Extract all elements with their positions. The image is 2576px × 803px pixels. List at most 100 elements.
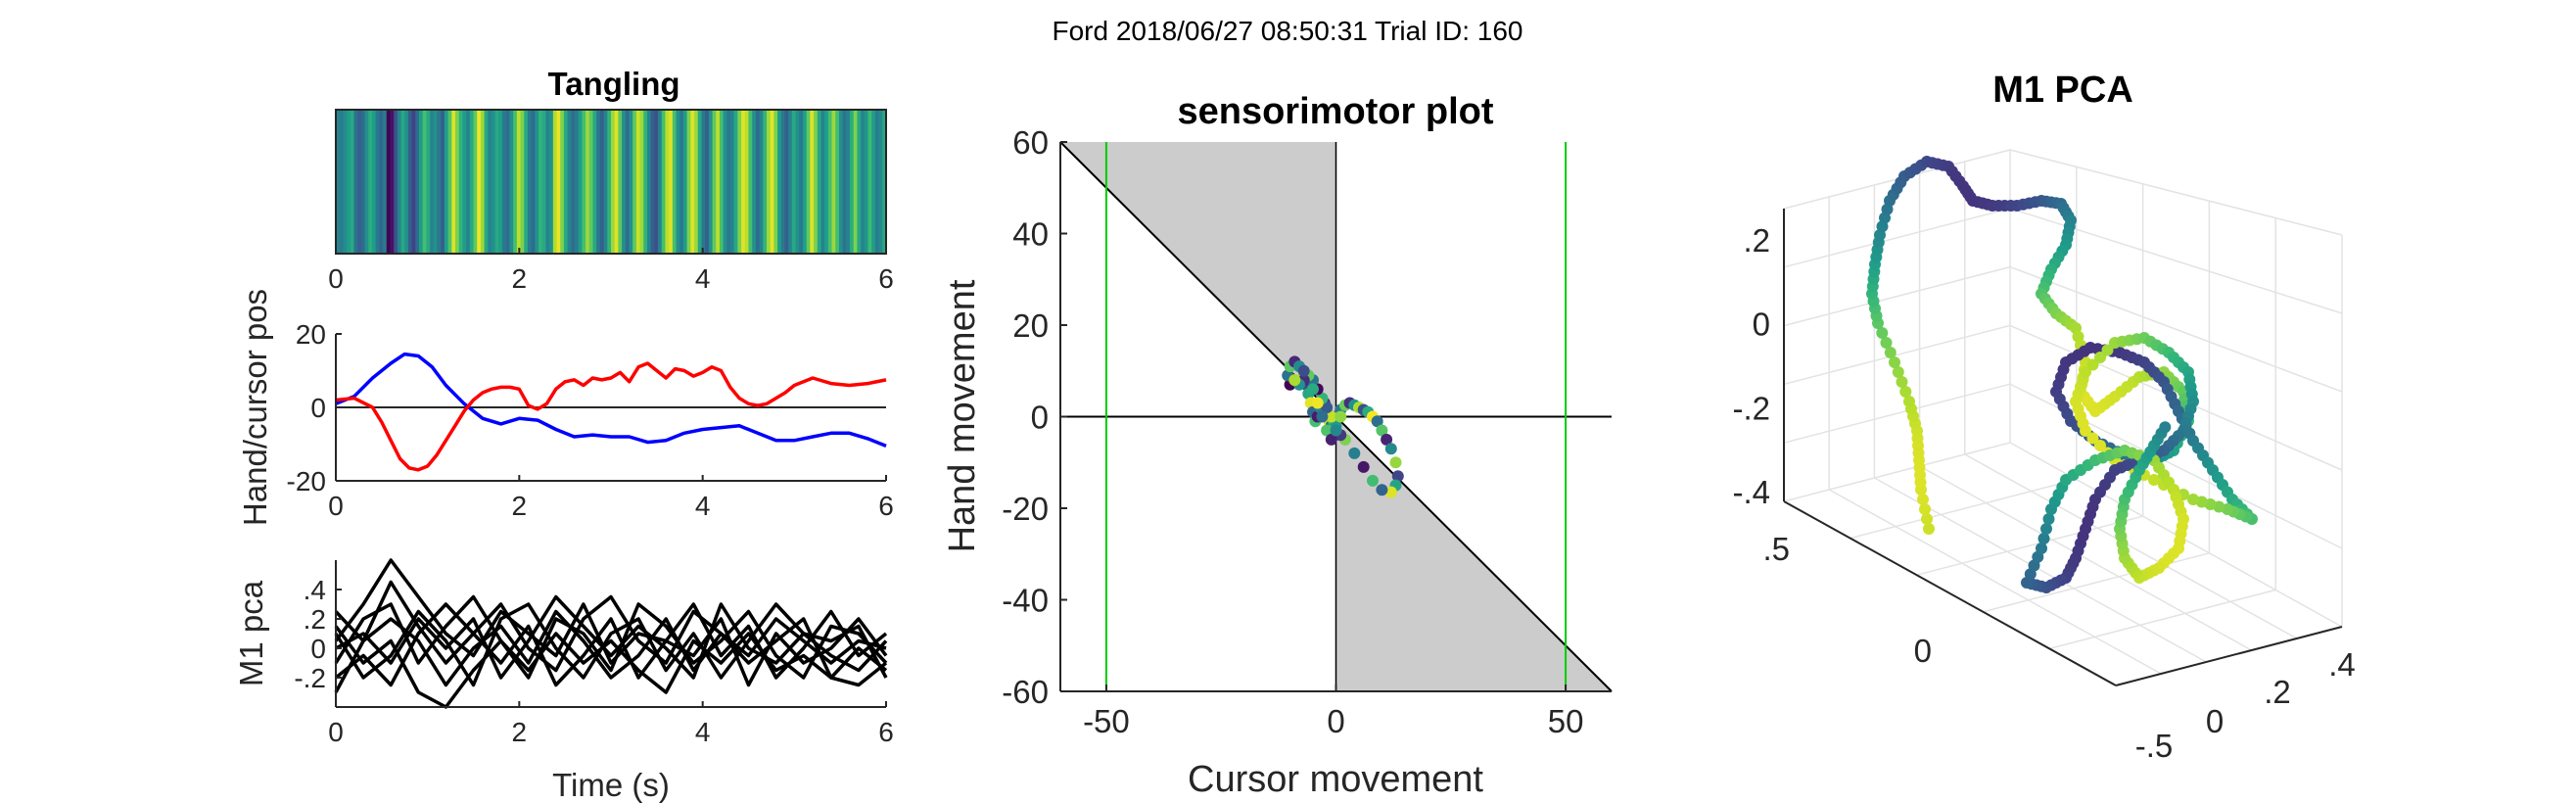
tangling-cell [701, 110, 706, 254]
tangling-cell [672, 110, 678, 254]
m1-pca-3d-gridline [1964, 453, 2298, 639]
tangling-cell [741, 110, 746, 254]
tangling-cell [719, 110, 725, 254]
sensorimotor-x-tick-label: -50 [1083, 703, 1130, 739]
m1-pca-time-x-tick-label: 0 [328, 717, 344, 747]
tangling-cell [415, 110, 420, 254]
tangling-cell [513, 110, 518, 254]
m1-pca-time-series-line [334, 580, 887, 673]
tangling-cell [846, 110, 851, 254]
sensorimotor-y-tick-label: -20 [1002, 491, 1049, 527]
m1-pca-time-panel: 0 2 4 6.4.20-.2 M1 pca Time (s) [233, 558, 894, 803]
tangling-cell [838, 110, 844, 254]
tangling-cell [694, 110, 699, 254]
sensorimotor-ylabel: Hand movement [942, 279, 983, 552]
tangling-cell [527, 110, 533, 254]
tangling-cell [824, 110, 829, 254]
m1-pca-time-xlabel: Time (s) [552, 767, 670, 803]
tangling-cell [697, 110, 703, 254]
tangling-cell [806, 110, 811, 254]
tangling-cell [618, 110, 623, 254]
tangling-cell [810, 110, 815, 254]
tangling-cell [484, 110, 489, 254]
tangling-cell [488, 110, 492, 254]
m1-pca-3d-gridline [1916, 515, 2143, 576]
tangling-cell [817, 110, 822, 254]
figure-suptitle: Ford 2018/06/27 08:50:31 Trial ID: 160 [1053, 16, 1523, 46]
tangling-cell [426, 110, 431, 254]
m1-pca-time-x-tick-label: 6 [878, 717, 894, 747]
tangling-cell [827, 110, 833, 254]
m1-pca-3d-gridline [1783, 324, 2011, 386]
sensorimotor-ticks: -50 0 50 60 40 20 0 -20 -40 -60 [1002, 124, 1583, 739]
tangling-cell [669, 110, 674, 254]
tangling-cell [625, 110, 631, 254]
m1-pca-3d-point [2086, 432, 2099, 445]
m1-pca-3d-point [1889, 356, 1900, 368]
tangling-cell [835, 110, 840, 254]
tangling-cell [379, 110, 384, 254]
m1-pca-time-y-tick-label: 0 [310, 634, 326, 664]
sensorimotor-green-lines [1104, 142, 1568, 691]
tangling-cell [390, 110, 395, 254]
m1-pca-3d-point [1876, 327, 1889, 339]
tangling-title: Tangling [547, 66, 679, 102]
tangling-cell [588, 110, 594, 254]
tangling-cell [466, 110, 471, 254]
sensorimotor-point [1389, 456, 1402, 469]
m1-pca-3d-point [2094, 352, 2106, 363]
sensorimotor-y-tick-label: 20 [1012, 307, 1049, 344]
sensorimotor-point [1371, 415, 1383, 428]
tangling-cell [502, 110, 507, 254]
sensorimotor-point [1316, 410, 1329, 423]
hand-cursor-x-tick-label: 0 [328, 491, 344, 521]
hand-cursor-y-tick-label: 0 [310, 393, 326, 423]
m1-pca-3d-gridline [1850, 478, 2077, 540]
tangling-cell [539, 110, 543, 254]
tangling-cell [505, 110, 511, 254]
tangling-cell [371, 110, 377, 254]
tangling-cell [451, 110, 456, 254]
tangling-cell [686, 110, 691, 254]
sensorimotor-point [1330, 424, 1342, 437]
m1-pca-3d-y-axis [2115, 626, 2343, 686]
m1-pca-3d-point [1884, 347, 1897, 358]
tangling-cell [509, 110, 514, 254]
tangling-cell [552, 110, 558, 254]
tangling-cell [770, 110, 774, 254]
tangling-cell [560, 110, 565, 254]
tangling-cell [752, 110, 757, 254]
sensorimotor-point [1367, 474, 1379, 487]
tangling-x-tick-label: 0 [328, 263, 344, 294]
m1-pca-time-series-line [334, 602, 888, 687]
tangling-cell [545, 110, 550, 254]
m1-pca-3d-y-tick-label: .2 [2264, 674, 2291, 710]
tangling-cell [607, 110, 612, 254]
tangling-cell [737, 110, 742, 254]
sensorimotor-y-tick-label: -40 [1002, 583, 1049, 619]
tangling-cell [632, 110, 637, 254]
tangling-cell [368, 110, 373, 254]
tangling-cell [871, 110, 876, 254]
tangling-cell [733, 110, 739, 254]
m1-pca-time-ticks: 0 2 4 6.4.20-.2 [294, 575, 893, 747]
sensorimotor-point [1376, 484, 1388, 496]
tangling-cell [682, 110, 688, 254]
tangling-cell [343, 110, 348, 254]
hand-cursor-x-tick-label: 2 [512, 491, 528, 521]
tangling-cell [799, 110, 804, 254]
tangling-cell [723, 110, 727, 254]
m1-pca-time-series-line [334, 558, 888, 680]
m1-pca-3d-gridline [1983, 552, 2210, 613]
tangling-cell [850, 110, 855, 254]
tangling-cell [430, 110, 435, 254]
tangling-cell [814, 110, 819, 254]
tangling-cell [444, 110, 449, 254]
tangling-cell [599, 110, 605, 254]
m1-pca-3d-y-tick-label: -.5 [2135, 728, 2174, 764]
sensorimotor-point [1391, 470, 1404, 483]
tangling-cell [578, 110, 584, 254]
tangling-cell [336, 110, 341, 254]
m1-pca-3d-z-tick-label: -.4 [1732, 474, 1770, 510]
